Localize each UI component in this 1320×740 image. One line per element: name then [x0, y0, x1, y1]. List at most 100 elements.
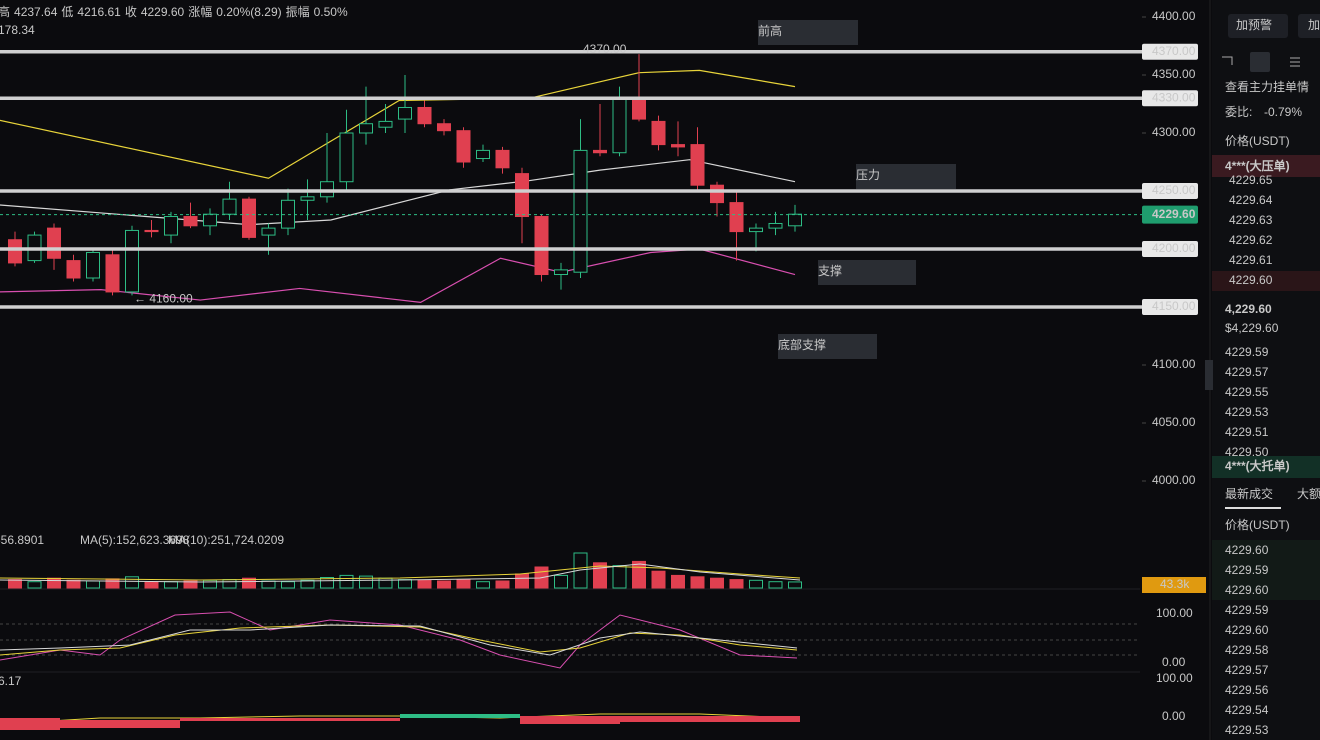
candle-body: [183, 216, 198, 227]
volume-bar: [651, 570, 666, 589]
annotation-box: [778, 334, 877, 359]
indicator-axis-label: 100.00: [1156, 671, 1193, 685]
level-tag: [1142, 90, 1198, 107]
candle-body: [788, 213, 802, 227]
trade-price: 4229.54: [1225, 703, 1269, 717]
trade-price: 4229.60: [1225, 583, 1269, 597]
annotation-box: [818, 260, 916, 285]
candle-body: [339, 132, 354, 183]
ask-price: 4229.64: [1229, 193, 1273, 207]
candle-body: [125, 229, 139, 293]
macd-bar: [400, 714, 520, 718]
trade-price: 4229.59: [1225, 563, 1269, 577]
candle-body: [66, 260, 81, 279]
header-item: 振幅: [286, 4, 310, 19]
header-item: 收: [125, 5, 137, 19]
volume-ma: [0, 565, 801, 581]
icon-active[interactable]: [1250, 52, 1270, 72]
column-header: 价格(USDT): [1225, 133, 1290, 148]
candle-body: [476, 149, 490, 160]
volume-bar: [456, 579, 471, 589]
volume-bar: [398, 579, 412, 589]
volume-bar: [690, 576, 705, 589]
volume-bar: [125, 576, 139, 589]
volume-bar: [788, 581, 802, 589]
y-tick-label: 4400.00: [1152, 9, 1196, 23]
bid-price: 4229.57: [1225, 365, 1269, 379]
ask-price: 4229.63: [1229, 213, 1273, 227]
button[interactable]: [1298, 14, 1320, 38]
icon[interactable]: [1222, 56, 1300, 67]
trade-price: 4229.58: [1225, 643, 1269, 657]
annotation: 支撑: [818, 263, 842, 278]
ask-price: 4229.65: [1229, 173, 1273, 187]
candle-body: [729, 202, 744, 233]
candle-body: [515, 173, 529, 218]
volume-bar: [495, 580, 510, 589]
button-label[interactable]: 加预警: [1236, 17, 1272, 32]
ratio: -0.79%: [1264, 105, 1302, 119]
candle-body: [300, 196, 315, 201]
volume-bar: [320, 577, 334, 589]
candle-body: [8, 239, 22, 264]
candle-body: [534, 216, 549, 276]
candle-body: [359, 123, 373, 134]
trade-price: 4229.59: [1225, 603, 1269, 617]
level-tag: [1142, 241, 1198, 257]
candle-body: [437, 123, 451, 132]
volume-bar: [300, 579, 315, 589]
price-tag: [1142, 205, 1198, 224]
volume-label: MA(5):152,623.3698: [80, 533, 190, 547]
candle-body: [710, 184, 724, 204]
candle-body: [378, 120, 393, 128]
button-label[interactable]: 加: [1308, 18, 1320, 32]
low-marker: ← 4160.00: [134, 292, 193, 306]
macd-bar: [520, 716, 620, 724]
volume-label: 556.8901: [0, 533, 44, 547]
candle-body: [749, 227, 763, 233]
macd-bar: [0, 718, 60, 730]
trade-price: 4229.53: [1225, 723, 1269, 737]
button[interactable]: [1228, 14, 1288, 38]
header-item: 4237.64: [14, 5, 58, 19]
j-line: [0, 624, 798, 656]
candle-body: [164, 216, 178, 236]
macd-histogram: [0, 714, 800, 730]
candle-body: [495, 149, 510, 169]
tab[interactable]: 最新成交: [1225, 486, 1273, 501]
candle-body: [203, 213, 217, 227]
annotation: 前高: [758, 23, 782, 38]
level-tag: [1142, 183, 1198, 199]
volume-bar: [710, 577, 724, 589]
trade-price: 4229.57: [1225, 663, 1269, 677]
candle-body: [554, 269, 568, 276]
indicator-lines: [0, 611, 1140, 725]
volume-current: 43.3k: [1160, 577, 1190, 591]
volume-bar: [554, 574, 568, 589]
collapse-handle[interactable]: [1205, 360, 1213, 390]
candle-body: [242, 198, 256, 238]
side-panel: [1212, 0, 1320, 740]
volume-bar: [164, 581, 178, 589]
volume-bar: [632, 560, 646, 589]
bid-price: 4229.59: [1225, 345, 1269, 359]
candle-body: [768, 222, 783, 229]
tab[interactable]: 大额: [1297, 487, 1320, 501]
volume-bar: [573, 552, 588, 589]
indicator-side: 6.17: [0, 674, 22, 688]
header-item: 4216.61: [77, 5, 121, 19]
bid-price: 4229.53: [1225, 405, 1269, 419]
header-item: 0.20%(8.29): [216, 5, 281, 19]
volume-bar: [417, 579, 432, 589]
volume-bar: [593, 562, 607, 589]
volume-bar: [515, 573, 529, 589]
band-line: [0, 159, 796, 226]
candle-body: [47, 227, 61, 259]
trade-price: 4229.60: [1225, 543, 1269, 557]
volume-bar: [27, 581, 42, 589]
ask-highlight: [1212, 271, 1320, 291]
volume-ma: [0, 563, 801, 583]
current-price-label: 4229.60: [1152, 207, 1196, 221]
